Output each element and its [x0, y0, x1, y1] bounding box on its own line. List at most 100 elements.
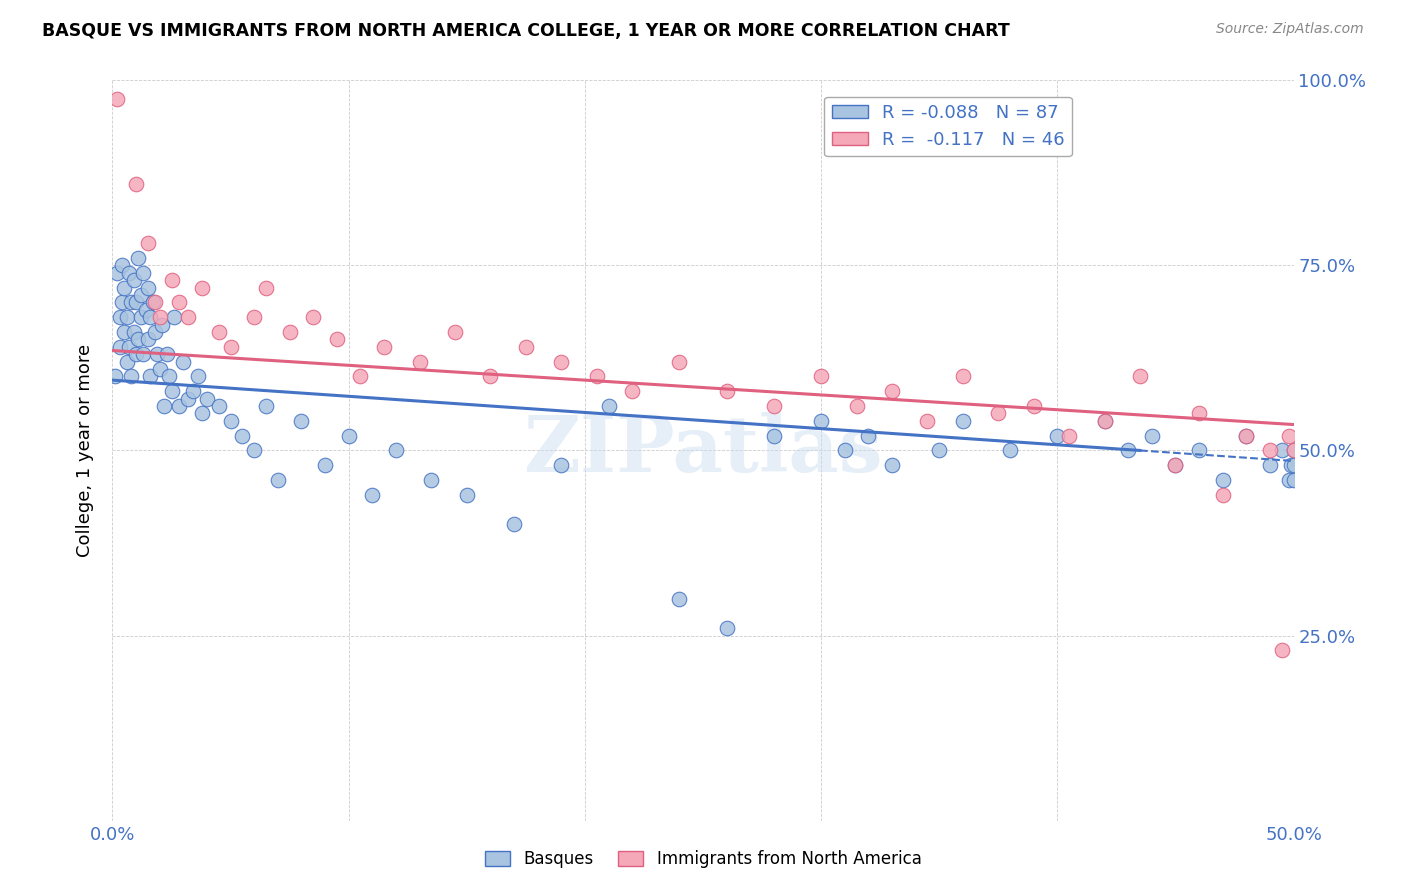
- Point: [172, 354, 194, 368]
- Point: [160, 384, 183, 399]
- Point: [118, 340, 141, 354]
- Point: [1212, 473, 1234, 487]
- Point: [1164, 458, 1187, 473]
- Point: [243, 310, 266, 325]
- Point: [987, 407, 1010, 421]
- Point: [952, 369, 974, 384]
- Legend: R = -0.088   N = 87, R =  -0.117   N = 46: R = -0.088 N = 87, R = -0.117 N = 46: [824, 96, 1071, 156]
- Point: [177, 310, 200, 325]
- Point: [668, 354, 690, 368]
- Point: [880, 384, 903, 399]
- Point: [150, 318, 173, 332]
- Point: [125, 177, 148, 191]
- Point: [834, 443, 856, 458]
- Point: [139, 310, 162, 325]
- Point: [118, 266, 141, 280]
- Point: [917, 414, 939, 428]
- Point: [1164, 458, 1187, 473]
- Point: [550, 458, 572, 473]
- Point: [810, 369, 832, 384]
- Point: [129, 288, 152, 302]
- Point: [928, 443, 950, 458]
- Text: BASQUE VS IMMIGRANTS FROM NORTH AMERICA COLLEGE, 1 YEAR OR MORE CORRELATION CHAR: BASQUE VS IMMIGRANTS FROM NORTH AMERICA …: [42, 22, 1010, 40]
- Point: [125, 295, 148, 310]
- Point: [143, 295, 166, 310]
- Point: [1022, 399, 1045, 413]
- Point: [1188, 443, 1211, 458]
- Point: [129, 310, 152, 325]
- Point: [385, 443, 408, 458]
- Point: [858, 428, 880, 442]
- Point: [127, 332, 149, 346]
- Point: [142, 295, 165, 310]
- Point: [420, 473, 443, 487]
- Point: [515, 340, 537, 354]
- Point: [668, 591, 690, 606]
- Point: [231, 428, 253, 442]
- Point: [1258, 443, 1281, 458]
- Point: [254, 280, 277, 294]
- Point: [104, 369, 127, 384]
- Point: [1057, 428, 1080, 442]
- Point: [112, 280, 135, 294]
- Point: [122, 325, 145, 339]
- Point: [122, 273, 145, 287]
- Point: [208, 399, 231, 413]
- Point: [1279, 458, 1302, 473]
- Point: [408, 354, 430, 368]
- Point: [1258, 458, 1281, 473]
- Point: [349, 369, 371, 384]
- Point: [108, 310, 131, 325]
- Point: [1234, 428, 1257, 442]
- Point: [186, 369, 208, 384]
- Point: [1278, 473, 1301, 487]
- Point: [195, 392, 218, 406]
- Point: [167, 399, 190, 413]
- Point: [1094, 414, 1116, 428]
- Point: [290, 414, 312, 428]
- Point: [115, 310, 138, 325]
- Point: [550, 354, 572, 368]
- Point: [998, 443, 1021, 458]
- Point: [120, 295, 142, 310]
- Point: [479, 369, 502, 384]
- Point: [598, 399, 620, 413]
- Point: [585, 369, 607, 384]
- Point: [1282, 473, 1305, 487]
- Point: [167, 295, 190, 310]
- Point: [1271, 643, 1294, 657]
- Point: [337, 428, 360, 442]
- Point: [108, 340, 131, 354]
- Point: [444, 325, 467, 339]
- Point: [191, 407, 214, 421]
- Point: [503, 517, 526, 532]
- Point: [181, 384, 204, 399]
- Point: [1188, 407, 1211, 421]
- Point: [254, 399, 277, 413]
- Point: [136, 236, 159, 251]
- Point: [845, 399, 868, 413]
- Point: [132, 266, 155, 280]
- Point: [219, 340, 242, 354]
- Point: [326, 332, 349, 346]
- Point: [1046, 428, 1069, 442]
- Point: [1116, 443, 1139, 458]
- Text: Source: ZipAtlas.com: Source: ZipAtlas.com: [1216, 22, 1364, 37]
- Point: [163, 310, 186, 325]
- Point: [952, 414, 974, 428]
- Point: [112, 325, 135, 339]
- Point: [136, 332, 159, 346]
- Point: [132, 347, 155, 361]
- Point: [139, 369, 162, 384]
- Point: [302, 310, 325, 325]
- Point: [105, 92, 128, 106]
- Point: [136, 280, 159, 294]
- Point: [373, 340, 395, 354]
- Point: [120, 369, 142, 384]
- Point: [177, 392, 200, 406]
- Legend: Basques, Immigrants from North America: Basques, Immigrants from North America: [478, 844, 928, 875]
- Point: [115, 354, 138, 368]
- Point: [143, 325, 166, 339]
- Text: ZIPatlas: ZIPatlas: [523, 412, 883, 489]
- Point: [1282, 443, 1305, 458]
